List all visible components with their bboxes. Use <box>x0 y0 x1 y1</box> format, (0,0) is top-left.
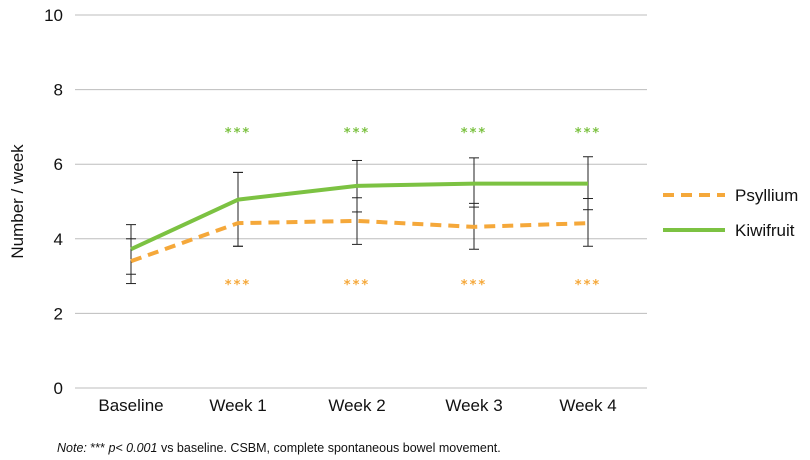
y-tick-label-6: 6 <box>54 155 63 174</box>
series-line-psyllium <box>130 218 589 264</box>
legend: Psyllium Kiwifruit <box>663 186 798 240</box>
error-bar-kiwifruit-1 <box>126 224 136 275</box>
legend-label-kiwifruit: Kiwifruit <box>735 221 795 240</box>
significance-psyllium-5: *** <box>575 278 601 293</box>
y-tick-label-10: 10 <box>44 6 63 25</box>
y-tick-label-0: 0 <box>54 379 63 398</box>
note-stars: *** <box>90 441 105 455</box>
footnote: Note: *** p< 0.001 vs baseline. CSBM, co… <box>57 441 501 455</box>
y-axis-title: Number / week <box>8 144 27 259</box>
significance-kiwifruit-5: *** <box>575 126 601 141</box>
x-tick-label-3: Week 2 <box>328 396 385 415</box>
legend-item-psyllium: Psyllium <box>663 186 798 205</box>
legend-label-psyllium: Psyllium <box>735 186 798 205</box>
series-lines <box>130 181 589 264</box>
series-line-kiwifruit <box>130 181 588 252</box>
significance-psyllium-2: *** <box>225 278 251 293</box>
significance-psyllium-3: *** <box>344 278 370 293</box>
note-prefix: Note: <box>57 441 87 455</box>
x-axis-ticks: Baseline Week 1 Week 2 Week 3 Week 4 <box>98 396 616 415</box>
legend-item-kiwifruit: Kiwifruit <box>663 221 795 240</box>
gridlines <box>75 14 647 389</box>
y-tick-label-8: 8 <box>54 81 63 100</box>
note-text: vs baseline. CSBM, complete spontaneous … <box>160 441 501 455</box>
significance-kiwifruit-2: *** <box>225 126 251 141</box>
y-tick-label-4: 4 <box>54 230 63 249</box>
x-tick-label-2: Week 1 <box>209 396 266 415</box>
significance-kiwifruit-3: *** <box>344 126 370 141</box>
x-tick-label-1: Baseline <box>98 396 163 415</box>
note-p-value: p< 0.001 <box>108 441 158 455</box>
x-tick-label-5: Week 4 <box>559 396 616 415</box>
significance-psyllium-4: *** <box>461 278 487 293</box>
significance-markers: *** *** *** *** *** *** *** *** <box>225 126 601 293</box>
error-bar-kiwifruit-2 <box>233 171 243 247</box>
x-tick-label-4: Week 3 <box>445 396 502 415</box>
significance-kiwifruit-4: *** <box>461 126 487 141</box>
y-tick-label-2: 2 <box>54 304 63 323</box>
y-axis-ticks: 0 2 4 6 8 10 <box>44 6 63 398</box>
